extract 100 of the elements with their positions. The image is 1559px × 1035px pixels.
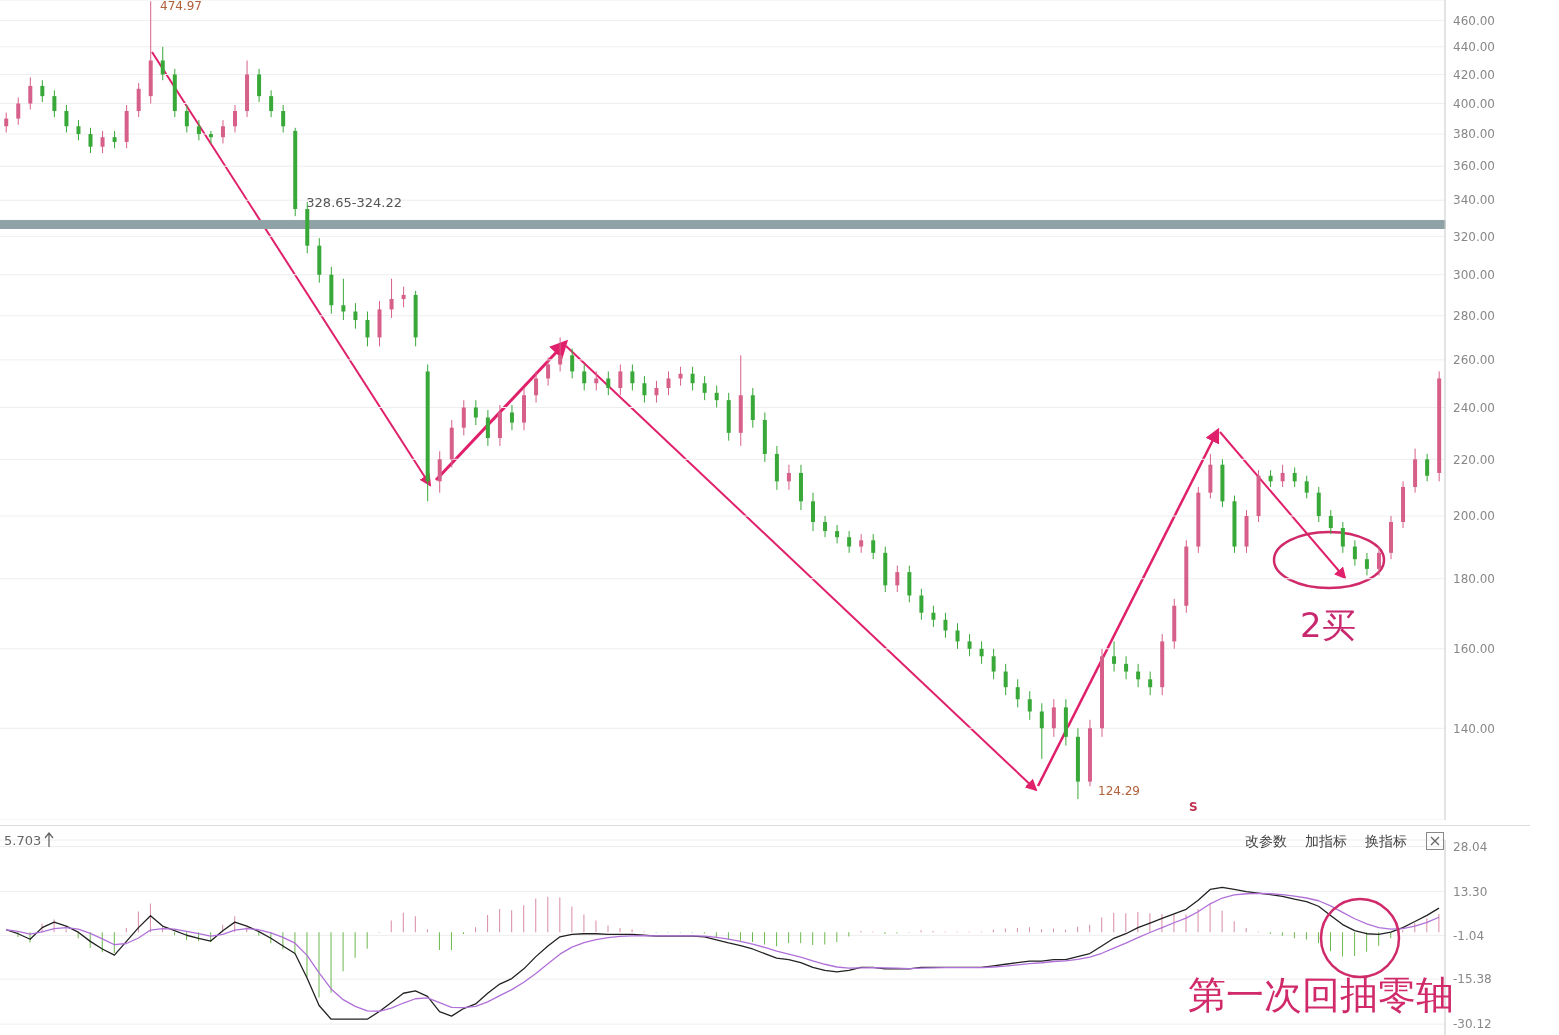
candlestick <box>76 119 81 141</box>
annotation: 换指标 <box>1365 833 1407 849</box>
candlestick <box>16 97 21 126</box>
candlestick <box>907 565 912 603</box>
candlestick <box>208 130 213 145</box>
candlestick <box>1340 521 1345 554</box>
candlestick <box>606 370 611 396</box>
candlestick <box>630 363 635 391</box>
candlestick <box>546 357 551 387</box>
candlestick <box>534 370 539 404</box>
candlestick <box>509 404 514 431</box>
candlestick <box>967 633 972 657</box>
candlestick <box>196 119 201 141</box>
candlestick <box>1316 486 1321 523</box>
y-tick-label: 160.00 <box>1453 642 1495 657</box>
candlestick <box>353 302 358 330</box>
candlestick <box>1376 546 1381 576</box>
candlestick <box>919 588 924 621</box>
candlestick <box>1003 663 1008 696</box>
candlestick <box>485 409 490 447</box>
candlestick <box>1015 678 1020 708</box>
y-tick-label: 300.00 <box>1453 267 1495 282</box>
candlestick <box>847 530 852 554</box>
candlestick <box>257 68 262 103</box>
candlestick <box>594 370 599 391</box>
y-tick-label: -1.04 <box>1453 928 1485 943</box>
candlestick <box>461 399 466 436</box>
candlestick <box>1364 552 1369 576</box>
candlestick <box>1328 509 1333 535</box>
candlestick <box>991 648 996 680</box>
candlestick <box>895 565 900 593</box>
candlestick <box>1051 698 1056 738</box>
candlestick <box>955 622 960 650</box>
candlestick <box>1136 663 1141 688</box>
candlestick <box>473 399 478 426</box>
y-tick-label: 420.00 <box>1453 67 1495 82</box>
candlestick <box>1039 702 1044 760</box>
y-tick-label: 340.00 <box>1453 193 1495 208</box>
annotation: 124.29 <box>1098 784 1140 798</box>
y-tick-label: 200.00 <box>1453 509 1495 524</box>
candlestick <box>64 104 69 133</box>
candlestick <box>4 112 9 133</box>
candlestick <box>160 46 165 81</box>
candlestick <box>184 104 189 133</box>
y-tick-label: 380.00 <box>1453 127 1495 142</box>
candlestick <box>666 370 671 396</box>
candlestick <box>702 375 707 401</box>
y-tick-label: 400.00 <box>1453 96 1495 111</box>
y-tick-label: 220.00 <box>1453 452 1495 467</box>
y-tick-label: 13.30 <box>1453 884 1488 899</box>
annotation: 第一次回抽零轴 <box>1188 973 1454 1017</box>
candlestick <box>570 348 575 379</box>
candlestick <box>88 127 93 154</box>
candlestick <box>40 79 45 103</box>
candlestick <box>714 385 719 409</box>
candlestick <box>1352 539 1357 567</box>
annotation: 2买 <box>1300 605 1356 645</box>
y-tick-label: 28.04 <box>1453 839 1488 854</box>
candlestick <box>220 119 225 145</box>
candlestick <box>1124 655 1129 680</box>
candlestick <box>52 89 57 118</box>
candlestick <box>931 605 936 628</box>
candlestick <box>233 104 238 133</box>
y-tick-label: 280.00 <box>1453 309 1495 324</box>
band-label: 328.65-324.22 <box>306 195 403 211</box>
y-tick-label: -15.38 <box>1453 972 1492 987</box>
candlestick <box>1292 466 1297 488</box>
candlestick <box>136 82 141 118</box>
candlestick <box>654 380 659 404</box>
candlestick <box>558 336 563 372</box>
annotation: 改参数 <box>1245 833 1287 849</box>
candlestick <box>28 76 33 110</box>
annotation: 5.703 <box>4 833 42 848</box>
candlestick <box>786 464 791 491</box>
candlestick <box>100 130 105 154</box>
candlestick <box>389 278 394 319</box>
y-tick-label: 140.00 <box>1453 721 1495 736</box>
candlestick <box>690 366 695 391</box>
candlestick <box>642 375 647 404</box>
candlestick <box>1148 671 1153 696</box>
candlestick <box>1425 453 1430 482</box>
candlestick <box>618 363 623 396</box>
candlestick <box>835 524 840 544</box>
candlestick <box>943 612 948 639</box>
candlestick <box>1112 640 1117 673</box>
candlestick <box>365 311 370 347</box>
candlestick <box>437 450 442 494</box>
y-tick-label: 320.00 <box>1453 229 1495 244</box>
y-tick-label: 440.00 <box>1453 40 1495 55</box>
annotation: 加指标 <box>1305 833 1347 849</box>
candlestick <box>1304 475 1309 499</box>
candlestick <box>1280 464 1285 488</box>
candlestick <box>811 492 816 532</box>
candlestick <box>859 533 864 554</box>
annotation: 474.97 <box>160 0 202 13</box>
candlestick <box>582 363 587 391</box>
candlestick <box>269 89 274 118</box>
y-tick-label: 240.00 <box>1453 400 1495 415</box>
y-tick-label: 180.00 <box>1453 571 1495 586</box>
candlestick <box>871 533 876 560</box>
